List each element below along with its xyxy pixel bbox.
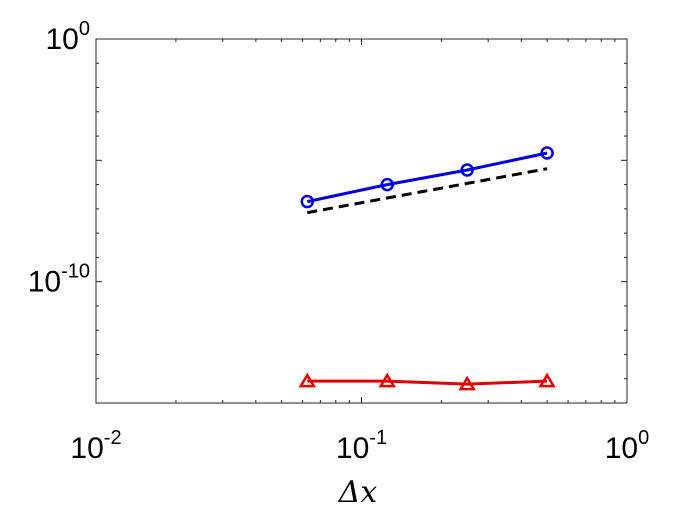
x-tick-label: 100 bbox=[605, 427, 650, 465]
y-tick-label: 100 bbox=[46, 18, 91, 56]
series-1 bbox=[307, 167, 548, 215]
data-point-triangle bbox=[458, 375, 476, 391]
data-point-circle bbox=[460, 163, 474, 177]
plot-area bbox=[95, 38, 628, 404]
series-2 bbox=[298, 372, 556, 391]
data-point-circle bbox=[380, 177, 394, 192]
data-point-triangle bbox=[298, 372, 316, 388]
data-point-circle bbox=[300, 194, 315, 209]
series-0 bbox=[300, 146, 554, 209]
x-tick-label: 10-1 bbox=[336, 427, 387, 465]
ticks bbox=[95, 38, 628, 404]
x-tick-label: 10-2 bbox=[70, 427, 121, 465]
series-line bbox=[307, 379, 548, 386]
tick-labels: 10-2 10-1 100 100 10-10 bbox=[28, 18, 650, 465]
x-axis-label: Δx bbox=[338, 475, 378, 510]
data-point-triangle bbox=[538, 372, 556, 388]
series-line bbox=[306, 151, 548, 204]
data-point-triangle bbox=[378, 372, 396, 388]
data-point-circle bbox=[540, 146, 554, 160]
series-line bbox=[307, 167, 548, 215]
y-tick-label: 10-10 bbox=[28, 261, 90, 299]
series-layer bbox=[298, 146, 556, 391]
